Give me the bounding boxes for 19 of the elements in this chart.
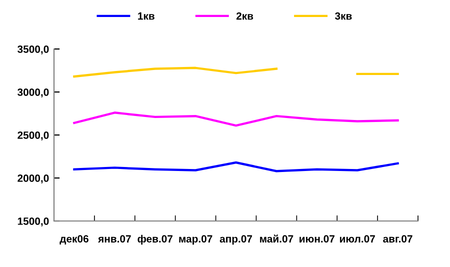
y-tick-label: 2000,0: [18, 174, 49, 184]
x-tick-label: фев.07: [138, 234, 172, 245]
legend-label: 3кв: [334, 12, 352, 20]
y-tick-label: 3000,0: [18, 88, 49, 98]
x-tick-label: июл.07: [340, 235, 375, 243]
x-tick-label: янв.07: [98, 235, 131, 243]
y-tick-label: 2500,0: [18, 132, 49, 140]
x-tick-label: авг.07: [383, 235, 412, 243]
legend-label: 1кв: [138, 12, 154, 20]
x-tick-label: июн.07: [300, 235, 334, 243]
y-tick-label: 3500,0: [18, 46, 49, 54]
y-tick-label: 1500,0: [18, 218, 49, 226]
x-tick-label: дек06: [60, 235, 88, 245]
x-tick-label: мар.07: [179, 235, 212, 245]
x-tick-label: май.07: [260, 234, 294, 243]
line-series: [73, 161, 399, 172]
legend-label: 2кв: [236, 12, 254, 20]
x-tick-label: апр.07: [220, 235, 252, 245]
line-series: [73, 112, 399, 127]
